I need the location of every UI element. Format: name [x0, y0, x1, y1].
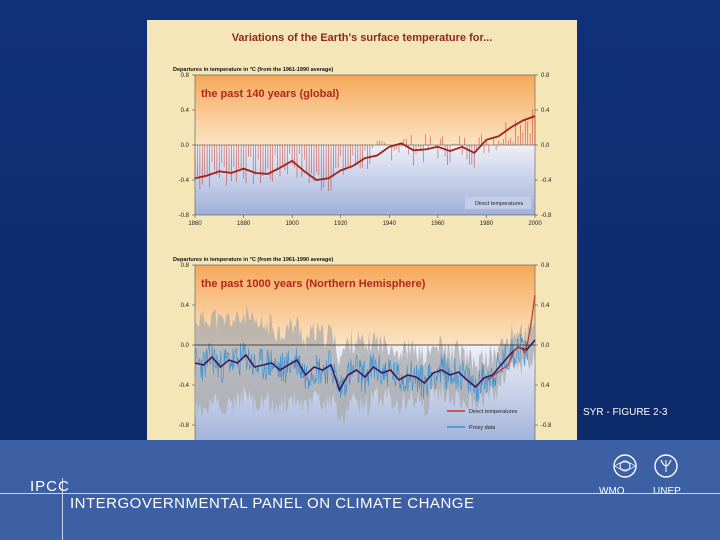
x-tick-label: 2000	[528, 221, 542, 227]
warm-background	[195, 75, 535, 145]
y-axis-label: Departures in temperature in °C (from th…	[173, 67, 333, 73]
y-tick-label-right: 0.4	[541, 383, 550, 389]
x-tick-label: 1860	[188, 221, 202, 227]
y-tick-label: -0.8	[179, 213, 190, 219]
y-tick-label: -0.4	[179, 178, 190, 184]
smooth-line	[194, 115, 536, 181]
x-tick-label: 1880	[237, 221, 251, 227]
figure-caption: SYR - FIGURE 2-3	[583, 407, 668, 418]
x-tick-label: 1940	[383, 221, 397, 227]
direct-temperature-line	[487, 294, 536, 381]
wmo-logo-text: WMO	[599, 486, 625, 497]
unep-logo-text: UNEP	[653, 486, 681, 497]
y-tick-label: 0.8	[181, 263, 190, 269]
wmo-logo-icon	[613, 454, 637, 478]
figure-panel: Variations of the Earth's surface temper…	[147, 20, 577, 476]
y-tick-label-right: 0.8	[541, 263, 550, 269]
ipcc-label: IPCC	[30, 478, 70, 495]
y-tick-label-right: 0.0	[541, 343, 550, 349]
legend-label: Direct temperatures	[475, 201, 524, 207]
panel-1000-years: Departures in temperature in °C (from th…	[173, 257, 552, 457]
panel-140-years: Departures in temperature in °C (from th…	[173, 67, 552, 227]
panel-title: the past 1000 years (Northern Hemisphere…	[201, 278, 426, 290]
unep-logo-icon	[654, 454, 678, 478]
y-tick-label-right: -0.8	[541, 213, 552, 219]
y-tick-label: -0.8	[179, 423, 190, 429]
annual-proxy-line	[194, 333, 529, 402]
y-tick-label: 0.0	[181, 143, 190, 149]
footer-bar	[0, 440, 720, 540]
y-tick-label-right: 0.4	[541, 303, 550, 309]
y-tick-label-right: -0.8	[541, 423, 552, 429]
y-tick-label: 0.0	[181, 343, 190, 349]
legend-label: Proxy data	[469, 425, 496, 431]
legend-label: Direct temperatures	[469, 409, 518, 415]
x-tick-label: 1920	[334, 221, 348, 227]
y-tick-label-right: 0.0	[541, 143, 550, 149]
chart-canvas: Departures in temperature in °C (from th…	[173, 67, 552, 457]
x-tick-label: 1960	[431, 221, 445, 227]
uncertainty-band	[195, 303, 535, 424]
footer-vertical-rule	[62, 478, 63, 540]
panel-title: the past 140 years (global)	[201, 88, 339, 100]
y-tick-label-right: 0.4	[541, 108, 550, 114]
organization-name: INTERGOVERNMENTAL PANEL ON CLIMATE CHANG…	[70, 495, 475, 512]
y-tick-label: -0.4	[179, 383, 190, 389]
figure-title: Variations of the Earth's surface temper…	[231, 32, 493, 44]
y-tick-label-right: -0.4	[541, 178, 552, 184]
smooth-proxy-line	[194, 339, 536, 392]
x-tick-label: 1900	[285, 221, 299, 227]
legend-box	[465, 197, 531, 209]
y-tick-label-right: 0.8	[541, 73, 550, 79]
y-axis-label: Departures in temperature in °C (from th…	[173, 257, 333, 263]
y-tick-label: 0.4	[181, 303, 190, 309]
y-tick-label: 0.8	[181, 73, 190, 79]
footer-rule	[0, 493, 720, 494]
y-tick-label: 0.4	[181, 108, 190, 114]
x-tick-label: 1980	[480, 221, 494, 227]
